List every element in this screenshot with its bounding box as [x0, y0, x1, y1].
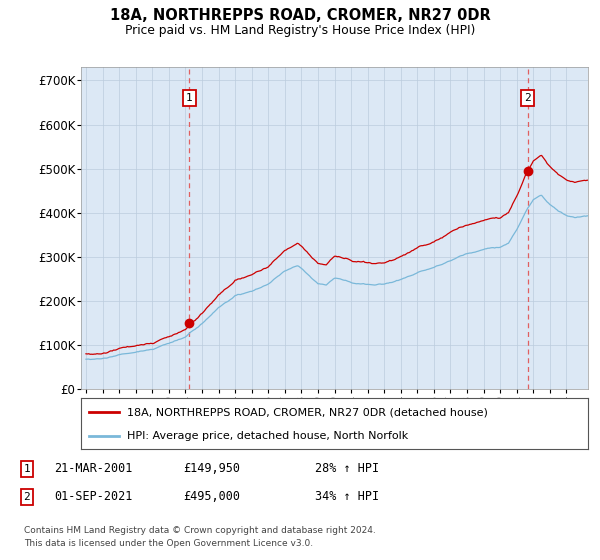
- Text: Contains HM Land Registry data © Crown copyright and database right 2024.: Contains HM Land Registry data © Crown c…: [24, 526, 376, 535]
- Text: £495,000: £495,000: [183, 490, 240, 503]
- Text: HPI: Average price, detached house, North Norfolk: HPI: Average price, detached house, Nort…: [127, 431, 408, 441]
- Text: 1: 1: [185, 93, 193, 103]
- Text: 18A, NORTHREPPS ROAD, CROMER, NR27 0DR (detached house): 18A, NORTHREPPS ROAD, CROMER, NR27 0DR (…: [127, 407, 488, 417]
- Text: 1: 1: [23, 464, 31, 474]
- Text: This data is licensed under the Open Government Licence v3.0.: This data is licensed under the Open Gov…: [24, 539, 313, 548]
- Text: 34% ↑ HPI: 34% ↑ HPI: [315, 490, 379, 503]
- Text: 18A, NORTHREPPS ROAD, CROMER, NR27 0DR: 18A, NORTHREPPS ROAD, CROMER, NR27 0DR: [110, 8, 490, 24]
- Text: 21-MAR-2001: 21-MAR-2001: [54, 462, 133, 475]
- Text: 01-SEP-2021: 01-SEP-2021: [54, 490, 133, 503]
- Text: 2: 2: [524, 93, 531, 103]
- Text: 2: 2: [23, 492, 31, 502]
- Text: Price paid vs. HM Land Registry's House Price Index (HPI): Price paid vs. HM Land Registry's House …: [125, 24, 475, 36]
- Text: 28% ↑ HPI: 28% ↑ HPI: [315, 462, 379, 475]
- Text: £149,950: £149,950: [183, 462, 240, 475]
